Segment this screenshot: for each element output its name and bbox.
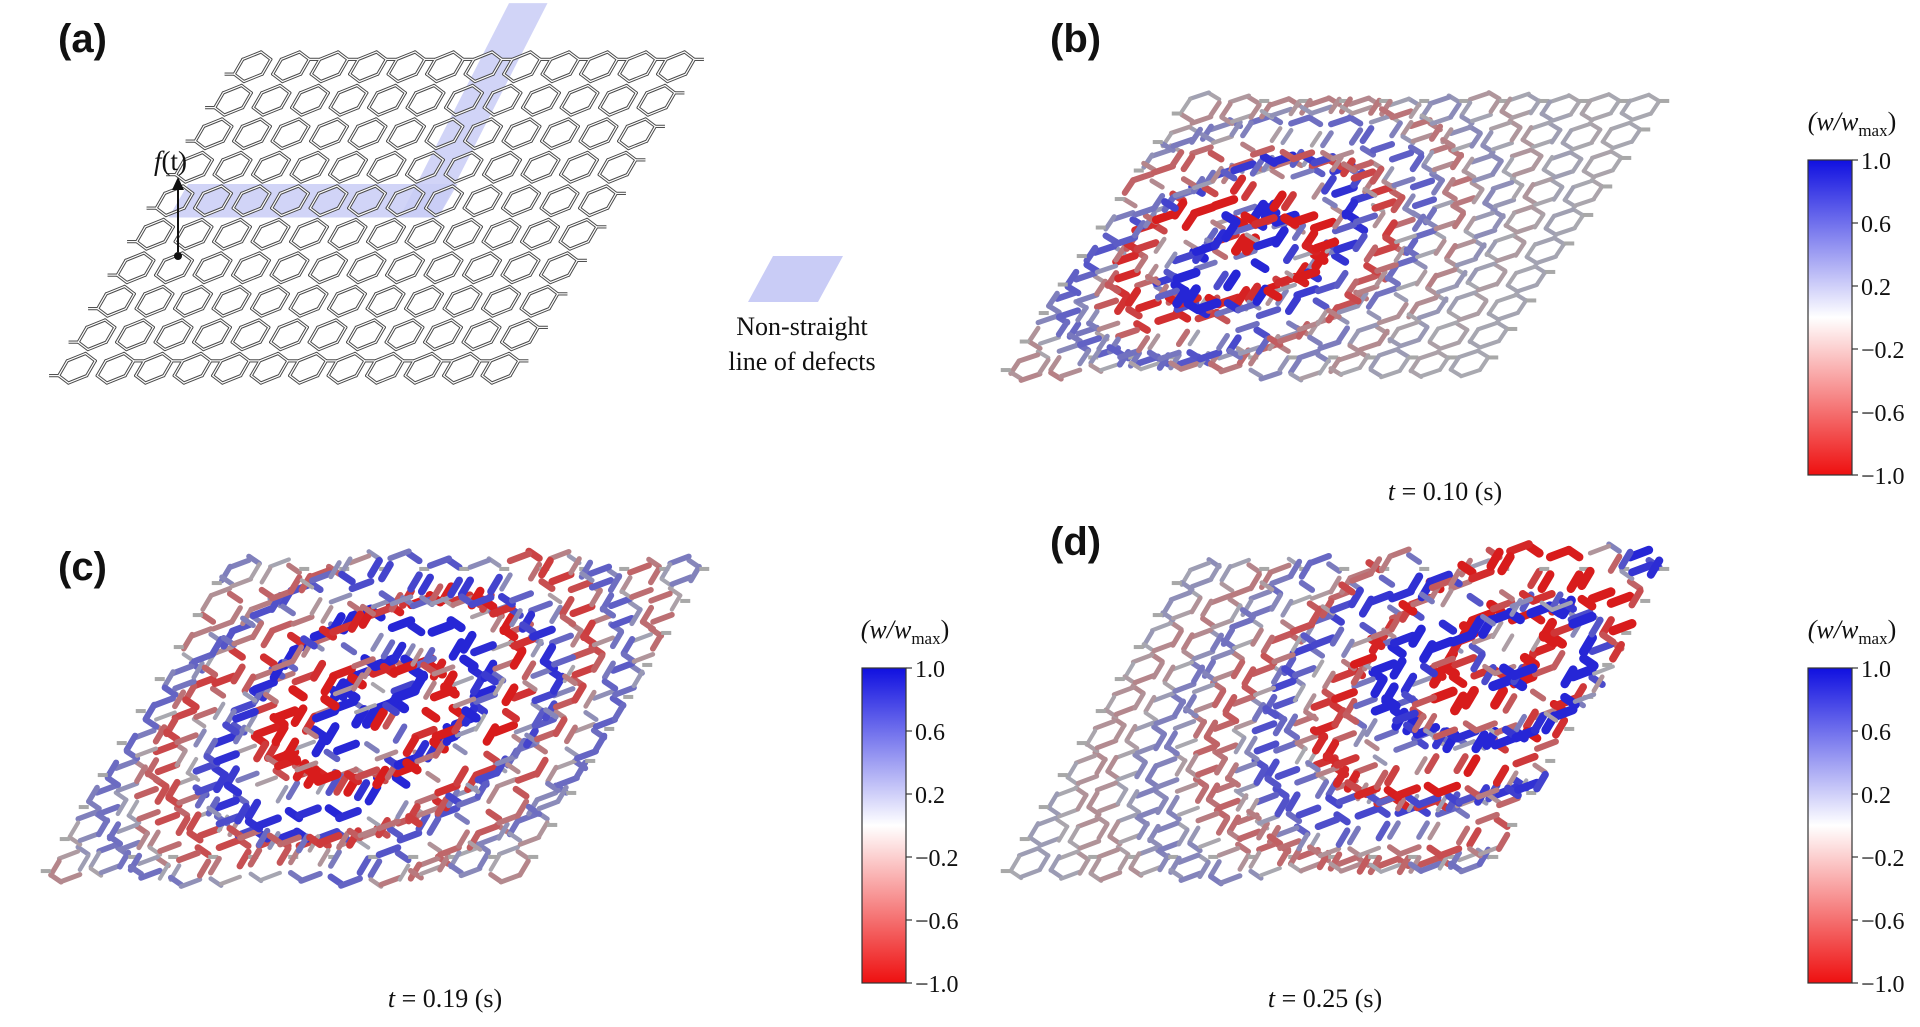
colorbar-tick: −0.2 — [1861, 846, 1905, 872]
panel-d: (d) t = 0.25 (s) — [1000, 520, 1670, 1013]
colorbar-tick: 0.6 — [1861, 212, 1891, 238]
colorbar-tick: 0.2 — [1861, 275, 1891, 301]
panel-d-label: (d) — [1050, 520, 1101, 564]
colorbar-tick: −0.6 — [915, 909, 959, 935]
force-arrow: f(t) — [154, 146, 187, 260]
panel-c-time: t = 0.19 (s) — [388, 984, 502, 1013]
colorbar-title: (w/wmax) — [1808, 107, 1897, 140]
colorbar-tick: −0.6 — [1861, 909, 1905, 935]
panel-d-time: t = 0.25 (s) — [1268, 984, 1382, 1013]
panel-a-label: (a) — [58, 17, 107, 61]
colorbar-title: (w/wmax) — [861, 615, 950, 648]
legend-line-2: line of defects — [728, 347, 875, 376]
colorbar-tick: −1.0 — [1861, 972, 1905, 998]
colorbar-tick: 1.0 — [1861, 149, 1891, 175]
force-label: f(t) — [154, 146, 187, 176]
lattice-c — [40, 547, 710, 889]
colorbar-title: (w/wmax) — [1808, 615, 1897, 648]
panel-b-time: t = 0.10 (s) — [1388, 477, 1502, 506]
legend-line-1: Non-straight — [736, 312, 868, 341]
colorbar-tick: 0.6 — [915, 720, 945, 746]
legend-swatch — [748, 256, 843, 302]
colorbar-1: (w/wmax) 1.0 0.6 0.2 −0.2 −0.6 −1.0 — [1807, 107, 1905, 490]
colorbar-tick: −0.2 — [1861, 338, 1905, 364]
panel-c: (c) t = 0.19 (s) — [40, 545, 710, 1013]
colorbar-tick: −0.6 — [1861, 401, 1905, 427]
panel-b: (b) t = 0.10 (s) — [1000, 17, 1670, 506]
panel-c-label: (c) — [58, 545, 107, 589]
panel-b-label: (b) — [1050, 17, 1101, 61]
colorbar-tick: 1.0 — [1861, 657, 1891, 683]
colorbar-tick: −1.0 — [1861, 464, 1905, 490]
colorbar-2: (w/wmax) 1.0 0.6 0.2 −0.2 −0.6 −1.0 — [861, 615, 959, 998]
colorbar-tick: 1.0 — [915, 657, 945, 683]
colorbar-tick: −0.2 — [915, 846, 959, 872]
panel-a: (a) f(t) Non-straight line of defects — [49, 3, 876, 385]
colorbar-tick: 0.6 — [1861, 720, 1891, 746]
lattice-d — [1000, 540, 1670, 887]
colorbar-tick: −1.0 — [915, 972, 959, 998]
colorbar-tick: 0.2 — [1861, 783, 1891, 809]
lattice-b — [1000, 90, 1670, 383]
colorbars: (w/wmax) 1.0 0.6 0.2 −0.2 −0.6 −1.0 (w/wmax) 1.0… — [861, 107, 1905, 998]
colorbar-3: (w/wmax) 1.0 0.6 0.2 −0.2 −0.6 −1.0 — [1807, 615, 1905, 998]
legend-defects: Non-straight line of defects — [728, 256, 876, 376]
colorbar-tick: 0.2 — [915, 783, 945, 809]
lattice-a — [49, 50, 704, 385]
